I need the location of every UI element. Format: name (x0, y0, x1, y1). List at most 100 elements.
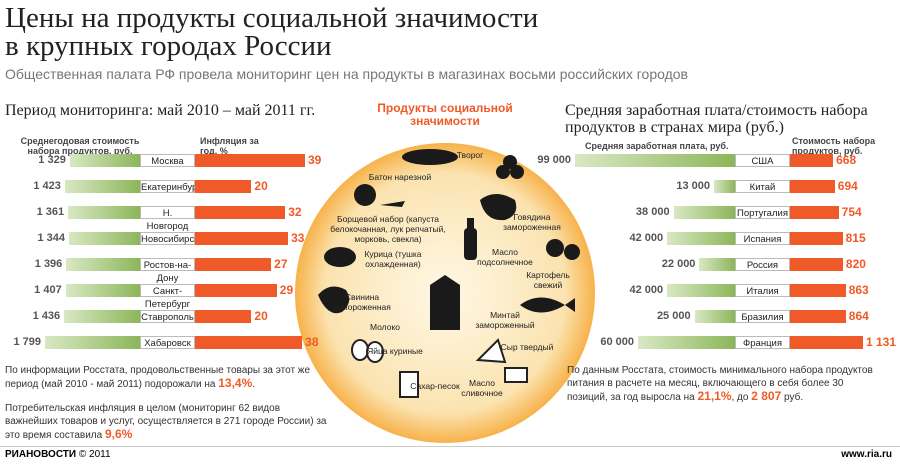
value-label: 22 000 (661, 258, 696, 270)
bar (673, 206, 735, 219)
value-label: 1 361 (36, 206, 65, 218)
note-highlight: 21,1% (697, 389, 732, 403)
bar (699, 258, 735, 271)
icon-pork (318, 286, 350, 314)
icon-curd (496, 165, 510, 179)
note-text: . (252, 379, 256, 390)
value-label: 60 000 (600, 336, 635, 348)
value-label: 1 423 (33, 180, 61, 192)
note: По данным Росстата, стоимость минимально… (567, 364, 877, 404)
bar (195, 154, 305, 167)
value-label: 864 (848, 309, 869, 323)
category-label: Италия (735, 284, 790, 297)
icon-curd (503, 155, 517, 169)
value-label: 820 (845, 257, 866, 271)
note-highlight: 2 807 (751, 389, 782, 403)
left-heading: Период мониторинга: май 2010 – май 2011 … (5, 102, 316, 119)
product-label: Яйца куриные (367, 346, 423, 356)
value-label: 99 000 (537, 154, 571, 166)
value-label: 29 (279, 283, 294, 297)
icon-potato (546, 239, 564, 257)
bar (195, 284, 277, 297)
category-label: Новосибирск (140, 232, 199, 245)
product-label: Молоко (369, 322, 401, 332)
bar (638, 336, 735, 349)
product-label: Борщевой набор (капуста белокочанная, лу… (330, 214, 446, 244)
value-label: 1 396 (34, 258, 63, 270)
category-label: Франция (735, 336, 790, 349)
icon-bread (402, 149, 458, 165)
icon-cheese (475, 338, 507, 364)
note: Потребительская инфляция в целом (монито… (5, 402, 335, 442)
value-label: 38 (305, 335, 319, 349)
category-label: Испания (735, 232, 790, 245)
product-icons (318, 149, 580, 398)
category-label: Ростов-на-Дону (140, 258, 195, 284)
footer-brand: РИАНОВОСТИ © 2011 (5, 449, 111, 460)
icon-milk (430, 275, 460, 285)
category-label: США (735, 154, 790, 167)
product-label: Сыр твердый (500, 342, 554, 352)
category-label: Екатеринбург (140, 180, 201, 193)
subtitle: Общественная палата РФ провела мониторин… (5, 66, 688, 82)
products-title: Продукты социальной значимости (377, 101, 513, 128)
icon-potato (564, 244, 580, 260)
icon-milk (430, 285, 460, 330)
column-header: Средняя заработная плата, руб. (585, 141, 729, 151)
category-label: Китай (735, 180, 790, 193)
note-highlight: 9,6% (104, 427, 133, 441)
bar (69, 154, 140, 167)
bar (790, 310, 846, 323)
right-heading: Средняя заработная плата/стоимость набор… (565, 102, 868, 136)
category-label: Бразилия (735, 310, 790, 323)
bar (195, 232, 289, 245)
value-label: 863 (848, 283, 869, 297)
bar (195, 258, 272, 271)
value-label: 1 407 (34, 284, 62, 296)
value-label: 1 344 (37, 232, 66, 244)
icon-bottle (467, 218, 474, 230)
value-label: 13 000 (676, 180, 710, 192)
value-label: 668 (836, 153, 857, 167)
value-label: 32 (288, 205, 302, 219)
bar (694, 310, 735, 323)
bar (790, 232, 843, 245)
value-label: 25 000 (656, 310, 691, 322)
icon-egg (366, 341, 384, 363)
bar (45, 336, 140, 349)
bar (64, 180, 140, 193)
bar (68, 206, 140, 219)
footer-url[interactable]: www.ria.ru (841, 449, 892, 460)
icon-sugar (399, 371, 419, 398)
icon-cabbage (354, 184, 376, 206)
icon-beef (480, 194, 517, 221)
title-line: в крупных городах России (5, 30, 332, 62)
category-label: Санкт-Петербург (140, 284, 195, 310)
bar (66, 258, 140, 271)
product-label: Масло сливочное (461, 378, 503, 398)
product-label: Творог (456, 150, 484, 160)
bar (790, 284, 846, 297)
value-label: 1 799 (13, 336, 41, 348)
category-label: Ставрополь (140, 310, 195, 323)
product-label: Сахар-песок (410, 381, 460, 391)
category-label: Хабаровск (140, 336, 195, 349)
column-header: Инфляция за год, % (200, 136, 259, 156)
note-text: По данным Росстата, стоимость минимально… (567, 365, 873, 403)
icon-chicken (324, 247, 356, 267)
bar (69, 232, 140, 245)
value-label: 20 (254, 179, 268, 193)
icon-curd (510, 165, 524, 179)
product-label: Курица (тушка охлажденная) (364, 249, 422, 269)
note: По информации Росстата, продовольственны… (5, 364, 325, 391)
value-label: 38 000 (635, 206, 670, 218)
value-label: 20 (254, 309, 268, 323)
bar (667, 284, 735, 297)
bar (790, 258, 843, 271)
bar (64, 310, 140, 323)
category-label: Москва (140, 154, 195, 167)
bar (667, 232, 735, 245)
title-line: Цены на продукты социальной значимости (5, 2, 539, 34)
